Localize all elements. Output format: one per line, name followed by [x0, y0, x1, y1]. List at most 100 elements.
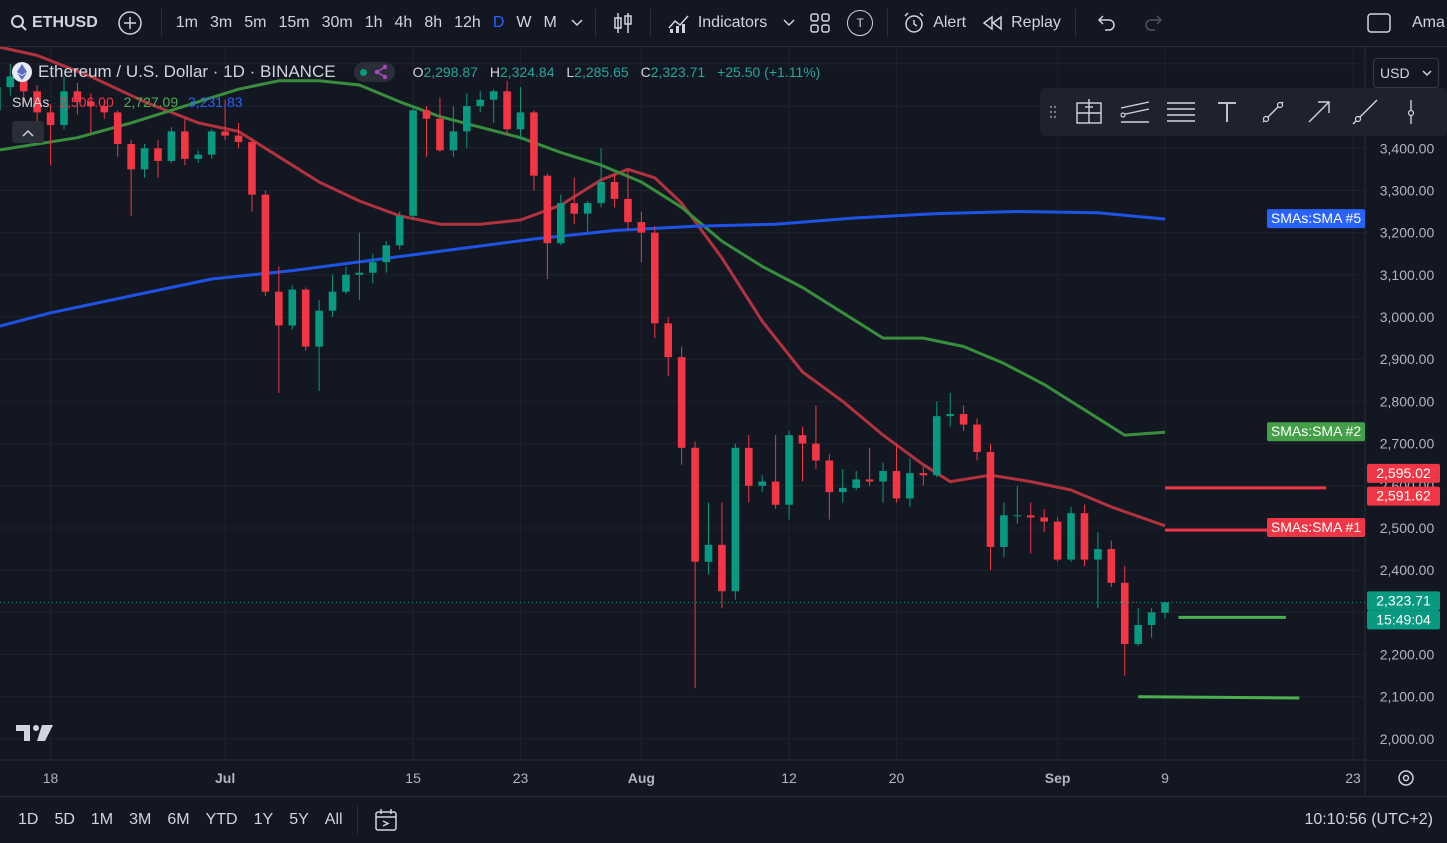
interval-3m[interactable]: 3m: [210, 14, 233, 31]
interval-w[interactable]: W: [516, 14, 532, 31]
interval-5m[interactable]: 5m: [244, 14, 267, 31]
trend-line-tool-icon[interactable]: [1250, 88, 1296, 136]
layouts-button[interactable]: [801, 0, 839, 46]
candle: [207, 129, 216, 159]
bottom-toolbar: 1D 5D 1M 3M 6M YTD 1Y 5Y All 10:10:56 (UTC+2): [0, 796, 1447, 843]
candle: [422, 106, 431, 157]
go-to-date-button[interactable]: [364, 797, 408, 843]
candle-body: [852, 479, 860, 488]
drawn-line[interactable]: [1138, 695, 1300, 700]
range-1d[interactable]: 1D: [18, 811, 39, 828]
price-tick-label: 2,500.00: [1380, 520, 1435, 536]
indicators-button[interactable]: Indicators: [657, 0, 777, 46]
candle-body: [610, 182, 619, 199]
candle-body: [597, 182, 605, 204]
candle-body: [892, 471, 901, 499]
redo-button[interactable]: [1130, 0, 1178, 46]
range-all[interactable]: All: [324, 811, 343, 828]
range-5y[interactable]: 5Y: [289, 811, 309, 828]
settings-icon[interactable]: [1398, 770, 1414, 786]
candle-body: [932, 416, 941, 476]
candle-body: [113, 112, 122, 145]
range-1y[interactable]: 1Y: [253, 811, 274, 828]
open-value: 2,298.87: [423, 64, 478, 80]
candle-body: [919, 473, 928, 476]
regression-trend-tool-icon[interactable]: [1112, 88, 1158, 136]
price-tick-label: 3,000.00: [1380, 309, 1435, 325]
range-5d[interactable]: 5D: [54, 811, 75, 828]
parallel-channel-tool-icon[interactable]: [1158, 88, 1204, 136]
interval-list: 1m 3m 5m 15m 30m 1h 4h 8h 12h D W M: [168, 0, 565, 46]
price-label: 2,591.62: [1376, 488, 1431, 504]
candle: [489, 89, 498, 123]
interval-d[interactable]: D: [492, 14, 505, 31]
status-dot-icon: [359, 68, 367, 76]
text-tool-icon[interactable]: [1204, 88, 1250, 136]
time-tick-label: 20: [889, 770, 905, 786]
candle-body: [355, 272, 364, 275]
sma-legend[interactable]: SMAs 2,506.00 2,727.09 3,231.83: [12, 94, 243, 110]
arrow-tool-icon[interactable]: [1296, 88, 1342, 136]
candle: [785, 430, 793, 520]
candle: [530, 110, 538, 191]
candle: [718, 502, 726, 609]
candle-body: [946, 414, 954, 417]
interval-15m[interactable]: 15m: [278, 14, 310, 31]
market-status-badge[interactable]: [353, 62, 395, 82]
t-badge-button[interactable]: T: [839, 0, 881, 46]
price-axis[interactable]: 2,000.002,100.002,200.002,300.002,400.00…: [1366, 47, 1447, 760]
templates-dropdown[interactable]: [777, 0, 801, 46]
candle-body: [516, 112, 525, 130]
long-position-tool-icon[interactable]: [1066, 88, 1112, 136]
time-tick-label: 18: [43, 770, 59, 786]
interval-30m[interactable]: 30m: [321, 14, 353, 31]
undo-button[interactable]: [1082, 0, 1130, 46]
candle-body: [785, 435, 793, 505]
range-6m[interactable]: 6M: [167, 811, 190, 828]
candle-body: [838, 487, 847, 493]
candle: [677, 346, 686, 465]
interval-1h[interactable]: 1h: [364, 14, 383, 31]
range-1m[interactable]: 1M: [90, 811, 114, 828]
candle-body: [825, 460, 834, 493]
candle: [261, 190, 270, 296]
interval-dropdown[interactable]: [565, 0, 589, 46]
chart-type-button[interactable]: [602, 0, 644, 46]
indicators-icon: [668, 15, 689, 33]
interval-8h[interactable]: 8h: [424, 14, 443, 31]
drag-handle-icon[interactable]: [1040, 88, 1066, 136]
ray-tool-icon[interactable]: [1342, 88, 1388, 136]
clock[interactable]: 10:10:56 (UTC+2): [1304, 797, 1433, 843]
compare-button[interactable]: [105, 0, 155, 46]
time-tick-label: Sep: [1045, 770, 1071, 786]
candle-body: [704, 544, 713, 562]
sma3-value: 3,231.83: [188, 94, 243, 110]
symbol-search[interactable]: ETHUSD: [0, 0, 105, 46]
vertical-line-tool-icon[interactable]: [1388, 88, 1434, 136]
candle-body: [691, 447, 699, 562]
replay-button[interactable]: Replay: [974, 0, 1069, 46]
candle: [825, 454, 834, 520]
tradingview-logo-icon[interactable]: [16, 723, 54, 749]
interval-1m[interactable]: 1m: [175, 14, 199, 31]
close-value: 2,323.71: [650, 64, 706, 80]
legend-title: Ethereum / U.S. Dollar · 1D · BINANCE: [38, 62, 336, 81]
candle: [275, 266, 283, 393]
time-axis[interactable]: 18 Jul 15 23 Aug 12 20 Sep 9 23: [43, 770, 1361, 786]
range-ytd[interactable]: YTD: [205, 811, 238, 828]
undo-icon: [1097, 15, 1115, 31]
price-label: 2,595.02: [1376, 465, 1431, 481]
range-3m[interactable]: 3M: [129, 811, 152, 828]
interval-4h[interactable]: 4h: [394, 14, 413, 31]
fullscreen-button[interactable]: Ama: [1366, 0, 1445, 46]
alert-button[interactable]: Alert: [894, 0, 974, 46]
candle: [1000, 502, 1008, 558]
candle: [1053, 517, 1062, 562]
interval-12h[interactable]: 12h: [454, 14, 481, 31]
candle: [852, 471, 860, 490]
collapse-legend-button[interactable]: [12, 121, 44, 143]
interval-m[interactable]: M: [543, 14, 557, 31]
candle-body: [315, 310, 323, 347]
price-chart[interactable]: 2,000.002,100.002,200.002,300.002,400.00…: [0, 47, 1447, 795]
currency-select[interactable]: USD: [1373, 58, 1439, 88]
